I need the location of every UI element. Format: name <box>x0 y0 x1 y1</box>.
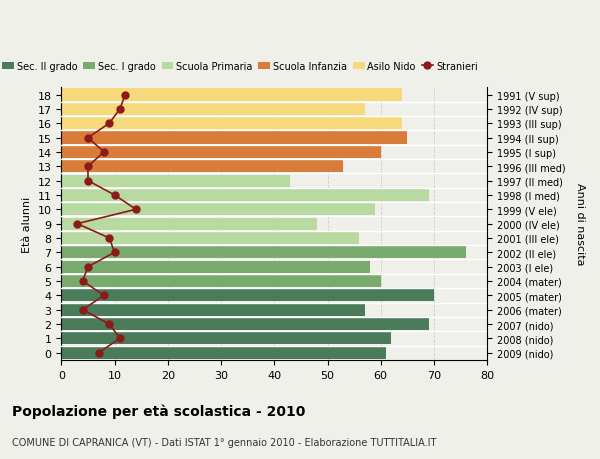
Bar <box>61 290 434 302</box>
Bar <box>61 232 359 245</box>
Legend: Sec. II grado, Sec. I grado, Scuola Primaria, Scuola Infanzia, Asilo Nido, Stran: Sec. II grado, Sec. I grado, Scuola Prim… <box>0 58 482 75</box>
Text: Popolazione per età scolastica - 2010: Popolazione per età scolastica - 2010 <box>12 404 305 419</box>
Bar <box>61 246 466 259</box>
Bar <box>61 275 381 287</box>
Point <box>131 206 140 213</box>
Point <box>83 134 93 142</box>
Bar <box>61 104 365 116</box>
Point <box>104 321 114 328</box>
Point <box>78 278 88 285</box>
Bar <box>61 204 376 216</box>
Bar <box>61 146 381 159</box>
Point <box>73 220 82 228</box>
Point <box>83 263 93 271</box>
Bar <box>61 304 365 316</box>
Point <box>104 120 114 128</box>
Bar <box>61 332 391 345</box>
Bar <box>61 132 407 145</box>
Point <box>115 335 125 342</box>
Point <box>83 163 93 171</box>
Point <box>78 306 88 313</box>
Bar <box>61 261 370 273</box>
Bar <box>61 218 317 230</box>
Y-axis label: Età alunni: Età alunni <box>22 196 32 252</box>
Point <box>94 349 103 357</box>
Bar <box>61 175 290 187</box>
Bar <box>61 347 386 359</box>
Bar <box>61 190 428 202</box>
Bar <box>61 161 343 173</box>
Point <box>110 192 119 199</box>
Bar <box>61 118 402 130</box>
Point <box>99 292 109 299</box>
Bar <box>61 89 402 101</box>
Y-axis label: Anni di nascita: Anni di nascita <box>575 183 585 265</box>
Point <box>121 92 130 99</box>
Point <box>99 149 109 156</box>
Point <box>104 235 114 242</box>
Point <box>83 178 93 185</box>
Point <box>110 249 119 257</box>
Bar <box>61 318 428 330</box>
Text: COMUNE DI CAPRANICA (VT) - Dati ISTAT 1° gennaio 2010 - Elaborazione TUTTITALIA.: COMUNE DI CAPRANICA (VT) - Dati ISTAT 1°… <box>12 437 436 447</box>
Point <box>115 106 125 113</box>
